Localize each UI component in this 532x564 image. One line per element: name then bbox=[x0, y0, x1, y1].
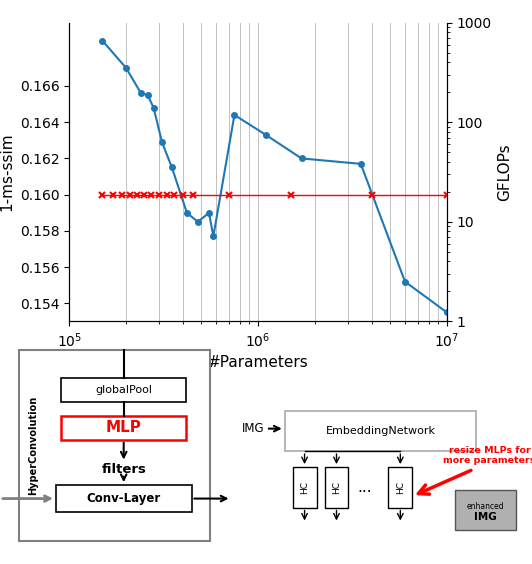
Text: MLP: MLP bbox=[106, 421, 142, 435]
Text: filters: filters bbox=[101, 462, 146, 476]
Text: IMG: IMG bbox=[242, 422, 264, 435]
Bar bbox=[455, 490, 516, 530]
Bar bbox=[19, 350, 210, 541]
Bar bbox=[285, 411, 476, 451]
Text: ...: ... bbox=[357, 480, 372, 495]
Bar bbox=[56, 485, 192, 512]
Bar bbox=[388, 467, 412, 508]
Text: HyperConvolution: HyperConvolution bbox=[28, 396, 38, 495]
Text: resize MLPs for
more parameters: resize MLPs for more parameters bbox=[443, 446, 532, 465]
Text: Conv-Layer: Conv-Layer bbox=[87, 492, 161, 505]
Text: EmbeddingNetwork: EmbeddingNetwork bbox=[326, 426, 435, 436]
Text: globalPool: globalPool bbox=[95, 385, 152, 395]
Text: IMG: IMG bbox=[474, 512, 497, 522]
Bar bbox=[325, 467, 348, 508]
Text: HC: HC bbox=[396, 481, 405, 494]
Text: HC: HC bbox=[332, 481, 341, 494]
Bar bbox=[61, 416, 186, 440]
Y-axis label: 1-ms-ssim: 1-ms-ssim bbox=[0, 133, 14, 212]
Text: HC: HC bbox=[300, 481, 309, 494]
X-axis label: #Parameters: #Parameters bbox=[207, 355, 309, 371]
Y-axis label: GFLOPs: GFLOPs bbox=[497, 143, 512, 201]
Text: enhanced: enhanced bbox=[467, 502, 504, 511]
Bar bbox=[293, 467, 317, 508]
Bar bbox=[61, 378, 186, 402]
